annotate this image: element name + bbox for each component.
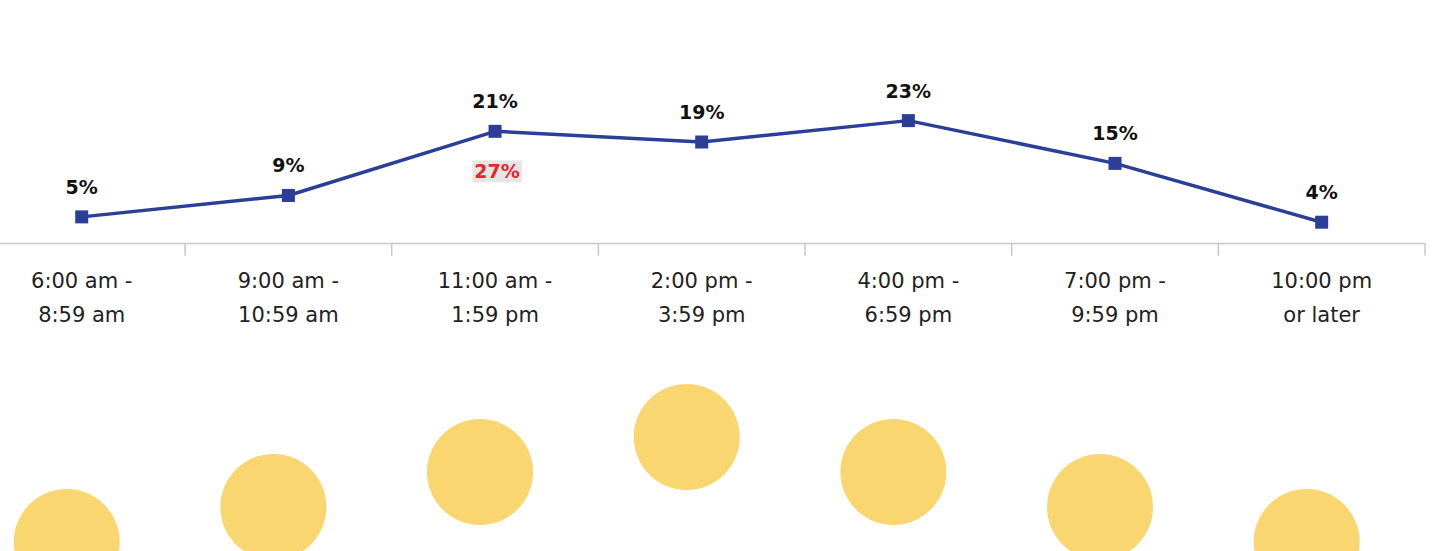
category-separator bbox=[1011, 244, 1013, 256]
x-tick-label: 7:00 pm - 9:59 pm bbox=[1064, 269, 1166, 327]
x-axis-line bbox=[0, 243, 1425, 245]
marker bbox=[1109, 157, 1122, 170]
marker bbox=[902, 114, 915, 127]
x-tick-label: 11:00 am - 1:59 pm bbox=[438, 269, 553, 327]
plot-area bbox=[75, 114, 1328, 229]
x-tick-label: 9:00 am - 10:59 am bbox=[238, 269, 339, 327]
chart-container: 6:00 am - 8:59 am 9:00 am - 10:59 am 11:00 a… bbox=[0, 0, 1440, 551]
data-label: 23% bbox=[886, 80, 931, 102]
decoration bbox=[14, 384, 1360, 551]
x-tick-label: 6:00 am - 8:59 am bbox=[31, 269, 132, 327]
category-separator bbox=[391, 244, 393, 256]
x-tick-label-line: 3:59 pm bbox=[658, 303, 746, 327]
marker bbox=[75, 210, 88, 223]
data-label: 19% bbox=[679, 101, 724, 123]
sun-circle bbox=[220, 454, 326, 551]
x-tick-label: 2:00 pm - 3:59 pm bbox=[651, 269, 753, 327]
x-tick-label-line: 10:00 pm bbox=[1271, 269, 1372, 293]
sun-circle bbox=[1254, 489, 1360, 551]
marker bbox=[282, 189, 295, 202]
annotation-background bbox=[472, 160, 521, 182]
x-tick-label-line: 9:00 am - bbox=[238, 269, 339, 293]
sun-circle bbox=[840, 419, 946, 525]
sun-circle bbox=[14, 489, 120, 551]
category-separator bbox=[804, 244, 806, 256]
marker bbox=[489, 125, 502, 138]
x-tick-label-line: 1:59 pm bbox=[451, 303, 539, 327]
sun-circle bbox=[634, 384, 740, 490]
marker bbox=[1315, 216, 1328, 229]
category-separator bbox=[1424, 244, 1426, 256]
chart-svg: 6:00 am - 8:59 am 9:00 am - 10:59 am 11:00 a… bbox=[0, 0, 1440, 551]
x-tick-label-line: 11:00 am - bbox=[438, 269, 553, 293]
data-label: 5% bbox=[66, 176, 98, 198]
x-tick-label-line: 9:59 pm bbox=[1071, 303, 1159, 327]
data-label: 15% bbox=[1092, 122, 1137, 144]
sun-circle bbox=[427, 419, 533, 525]
x-tick-label-line: 4:00 pm - bbox=[857, 269, 959, 293]
data-label: 21% bbox=[472, 90, 517, 112]
x-tick-label: 4:00 pm - 6:59 pm bbox=[857, 269, 959, 327]
x-tick-label-line: 2:00 pm - bbox=[651, 269, 753, 293]
annotation: 27% bbox=[474, 160, 519, 182]
sun-circle bbox=[1047, 454, 1153, 551]
x-tick-label-line: or later bbox=[1283, 303, 1360, 327]
x-tick-label-line: 6:59 pm bbox=[865, 303, 953, 327]
category-separator bbox=[1218, 244, 1220, 256]
x-tick-label-line: 8:59 am bbox=[38, 303, 125, 327]
category-separator bbox=[598, 244, 600, 256]
x-tick-label-line: 10:59 am bbox=[238, 303, 339, 327]
category-separator bbox=[184, 244, 186, 256]
x-tick-label: 10:00 pm or later bbox=[1271, 269, 1372, 327]
marker bbox=[695, 136, 708, 149]
line-series bbox=[82, 121, 1322, 223]
data-label: 9% bbox=[272, 154, 304, 176]
x-tick-label-line: 7:00 pm - bbox=[1064, 269, 1166, 293]
x-tick-label-line: 6:00 am - bbox=[31, 269, 132, 293]
data-label: 4% bbox=[1306, 181, 1338, 203]
